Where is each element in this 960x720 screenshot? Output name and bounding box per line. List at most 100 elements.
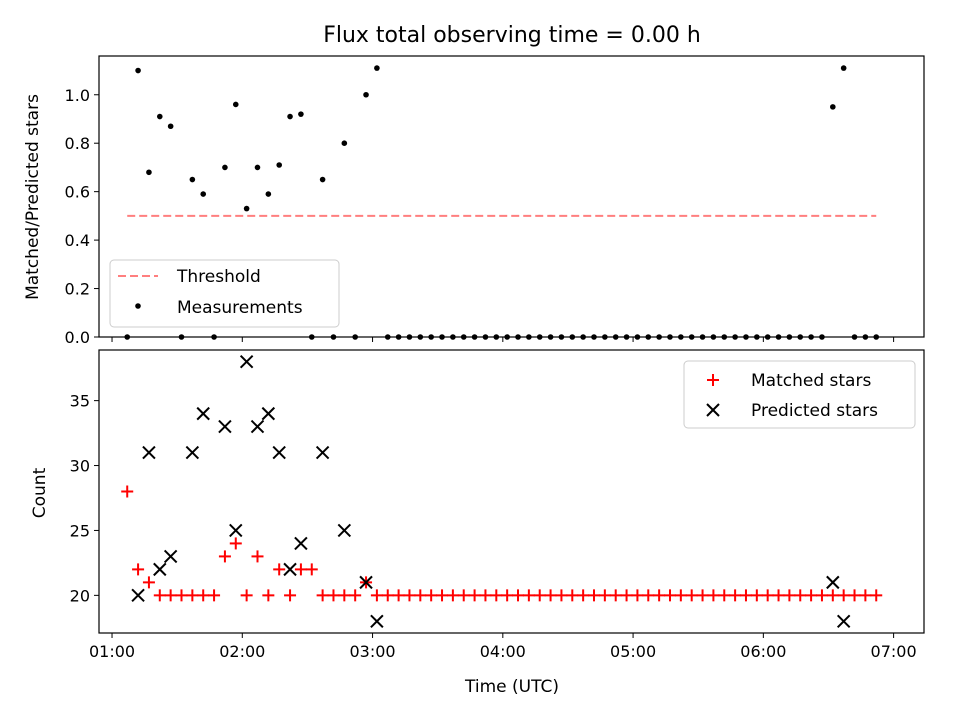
matched-star-point (620, 589, 633, 602)
matched-star-point (490, 589, 503, 602)
legend-measurements-label: Measurements (177, 298, 303, 318)
matched-star-point (153, 589, 166, 602)
y-tick-label: 1.0 (65, 86, 90, 105)
matched-star-point (859, 589, 872, 602)
matched-star-point (696, 589, 709, 602)
y-tick-label: 25 (70, 521, 90, 540)
measurement-point (287, 113, 293, 120)
matched-star-point (870, 589, 883, 602)
matched-star-point (381, 589, 394, 602)
matched-star-point (294, 563, 307, 576)
legend-predicted-swatch (706, 403, 720, 417)
matched-star-point (370, 589, 383, 602)
matched-star-point (142, 576, 155, 589)
predicted-star-point (163, 549, 178, 564)
matched-star-point (577, 589, 590, 602)
top-legend-box (109, 259, 340, 328)
matched-star-point (305, 563, 318, 576)
predicted-star-point (359, 575, 373, 590)
matched-star-point (186, 589, 199, 602)
matched-star-point (457, 589, 470, 602)
y-tick-label: 30 (70, 457, 90, 476)
matched-star-point (609, 589, 622, 602)
predicted-star-point (142, 445, 156, 460)
predicted-star-point (826, 575, 840, 590)
matched-star-point (425, 589, 438, 602)
x-tick-label: 01:00 (89, 642, 135, 661)
predicted-star-point (239, 354, 254, 369)
matched-star-point (642, 589, 655, 602)
matched-star-point (826, 589, 839, 602)
matched-star-point (544, 589, 557, 602)
matched-star-point (164, 589, 177, 602)
matched-star-point (501, 589, 514, 602)
bottom-y-ticks: 20 25 30 35 (70, 392, 99, 605)
matched-star-point (338, 589, 351, 602)
matched-star-point (837, 589, 850, 602)
matched-star-point (685, 589, 698, 602)
measurement-point (341, 140, 348, 147)
x-tick-label: 07:00 (871, 642, 917, 661)
predicted-star-point (337, 523, 352, 538)
matched-star-point (653, 589, 666, 602)
legend-matched-label: Matched stars (751, 371, 871, 391)
x-tick-label: 04:00 (480, 642, 526, 661)
bottom-y-axis-label: Count (30, 467, 50, 518)
measurement-point (374, 65, 380, 71)
top-panel: 0.0 0.2 0.4 0.6 0.8 1.0 Matched/Predicted sta… (23, 55, 925, 347)
matched-star-point (175, 589, 188, 602)
matched-star-point (240, 589, 253, 602)
measurement-point (167, 123, 174, 130)
matched-star-point (631, 589, 644, 602)
matched-star-point (468, 589, 481, 602)
top-x-ticks (111, 337, 895, 342)
matched-star-point (522, 589, 535, 602)
x-tick-label: 02:00 (219, 642, 265, 661)
matched-star-point (392, 589, 405, 602)
matched-star-point (707, 589, 720, 602)
top-legend: Threshold Measurements (109, 259, 340, 328)
matched-star-point (512, 589, 525, 602)
y-tick-label: 0.0 (65, 328, 90, 347)
legend-predicted-label: Predicted stars (751, 401, 878, 421)
predicted-star-point (294, 536, 308, 551)
matched-star-point (718, 589, 731, 602)
matched-star-point (794, 589, 807, 602)
matched-star-point (132, 563, 145, 576)
predicted-star-point (218, 419, 232, 434)
bottom-legend: Matched stars Predicted stars (683, 360, 916, 429)
matched-star-point (403, 589, 416, 602)
matched-star-point (729, 589, 742, 602)
predicted-star-point (315, 445, 330, 460)
matched-star-point (761, 589, 774, 602)
matched-star-point (750, 589, 763, 602)
predicted-star-point (153, 562, 167, 577)
matched-star-point (805, 589, 818, 602)
measurement-point (243, 205, 250, 212)
predicted-star-point (261, 406, 276, 421)
y-tick-label: 35 (70, 392, 90, 411)
predicted-star-point (131, 588, 145, 603)
matched-star-point (229, 537, 242, 550)
y-tick-label: 0.2 (65, 280, 90, 299)
x-tick-label: 03:00 (349, 642, 395, 661)
measurement-point (319, 176, 326, 183)
measurement-point (840, 65, 847, 71)
matched-star-point (739, 589, 752, 602)
matched-star-point (479, 589, 492, 602)
top-y-ticks: 0.0 0.2 0.4 0.6 0.8 1.0 (65, 86, 99, 347)
measurement-point (276, 162, 282, 168)
matched-star-point (674, 589, 687, 602)
x-tick-label: 06:00 (740, 642, 786, 661)
measurement-point (156, 113, 163, 120)
predicted-star-point (836, 614, 851, 629)
measurement-point (232, 101, 239, 108)
measurement-point (146, 169, 152, 176)
matched-star-point (284, 589, 297, 602)
measurement-point (135, 67, 141, 74)
matched-star-point (588, 589, 600, 602)
x-tick-label: 05:00 (610, 642, 656, 661)
predicted-star-point (229, 523, 243, 538)
matched-star-point (533, 589, 546, 602)
